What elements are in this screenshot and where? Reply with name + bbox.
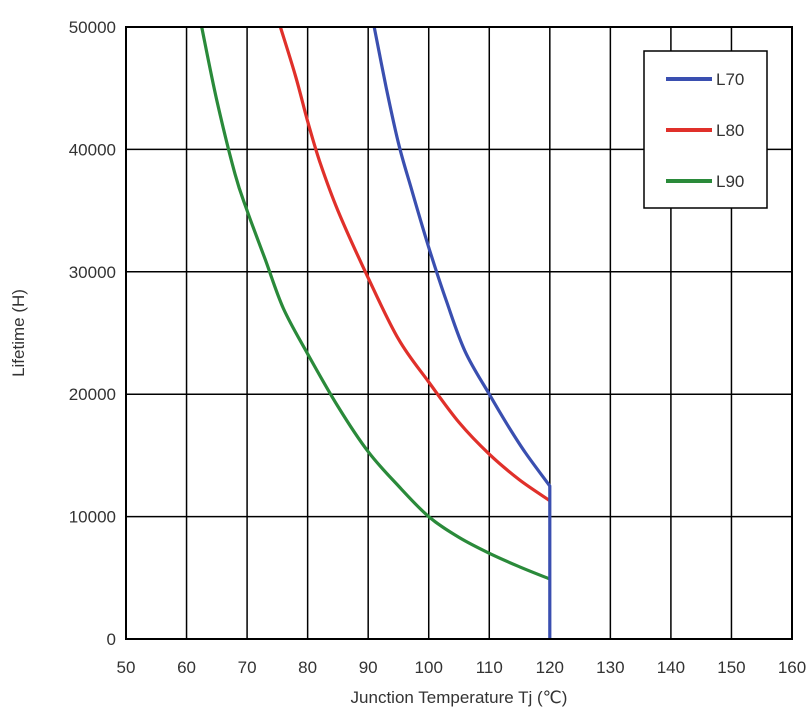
legend-label-l70: L70 <box>716 70 744 89</box>
x-tick-label: 110 <box>476 658 503 677</box>
x-tick-label: 90 <box>359 658 378 677</box>
x-tick-label: 150 <box>717 658 745 677</box>
x-axis-title: Junction Temperature Tj (℃) <box>351 688 568 707</box>
x-tick-label: 80 <box>298 658 317 677</box>
plot-frame <box>125 26 793 640</box>
legend-label-l80: L80 <box>716 121 744 140</box>
series-line-l80 <box>278 26 551 503</box>
x-tick-label: 160 <box>778 658 806 677</box>
y-tick-label: 10000 <box>69 508 116 527</box>
y-tick-label: 0 <box>107 630 116 649</box>
y-tick-label: 30000 <box>69 263 116 282</box>
x-tick-label: 60 <box>177 658 196 677</box>
y-tick-label: 20000 <box>69 385 116 404</box>
x-tick-label: 130 <box>596 658 624 677</box>
legend: L70 L80 L90 <box>643 50 768 209</box>
x-tick-label: 120 <box>536 658 564 677</box>
y-tick-label: 40000 <box>69 140 116 159</box>
tick-labels: 50 60 70 80 90 100 110 120 130 140 150 160 0 10000 200… <box>69 18 806 677</box>
x-tick-label: 140 <box>657 658 685 677</box>
series-line-l70 <box>372 26 552 639</box>
x-tick-label: 70 <box>238 658 257 677</box>
y-tick-label: 50000 <box>69 18 116 37</box>
x-tick-label: 100 <box>415 658 443 677</box>
y-axis-title: Lifetime (H) <box>9 289 28 377</box>
legend-label-l90: L90 <box>716 172 744 191</box>
series-line-l90 <box>200 26 551 581</box>
series-layer <box>200 26 552 639</box>
x-tick-label: 50 <box>117 658 136 677</box>
